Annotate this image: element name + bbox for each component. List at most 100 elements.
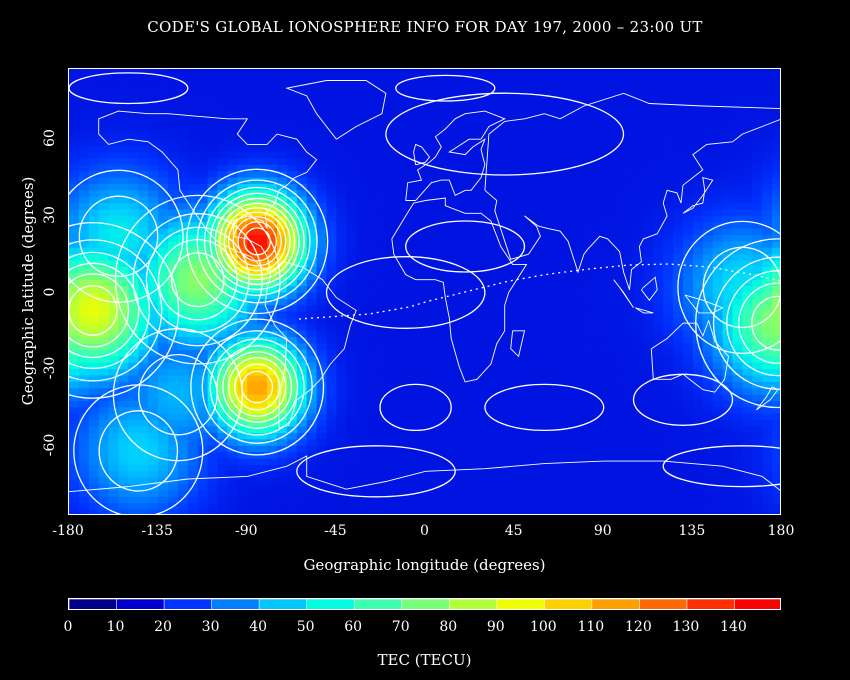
tec-cell xyxy=(534,324,545,332)
tec-cell xyxy=(286,484,298,491)
tec-cell xyxy=(494,120,506,127)
tec-cell xyxy=(504,69,516,76)
tec-cell xyxy=(356,394,367,402)
tec-cell xyxy=(742,439,753,447)
tec-cell xyxy=(653,464,664,472)
tec-cell xyxy=(385,75,397,83)
tec-cell xyxy=(336,503,347,511)
tec-cell xyxy=(108,311,120,319)
tec-cell xyxy=(425,286,436,293)
tec-cell xyxy=(276,292,288,300)
tec-cell xyxy=(524,190,535,198)
tec-cell xyxy=(336,286,347,293)
tec-cell xyxy=(435,152,446,159)
tec-cell xyxy=(375,241,387,249)
tec-cell xyxy=(455,75,466,83)
tec-cell xyxy=(138,203,149,210)
tec-cell xyxy=(187,139,199,147)
tec-cell xyxy=(207,490,219,498)
tec-cell xyxy=(69,369,80,377)
tec-cell xyxy=(574,311,585,319)
tec-cell xyxy=(732,196,743,204)
tec-cell xyxy=(108,356,120,364)
tec-cell xyxy=(692,426,704,434)
tec-cell xyxy=(445,490,456,498)
tec-cell xyxy=(168,177,179,185)
tec-cell xyxy=(128,458,139,466)
tec-cell xyxy=(484,343,496,351)
tec-cell xyxy=(663,209,674,217)
tec-cell xyxy=(465,203,476,210)
tec-cell xyxy=(306,503,318,511)
tec-cell xyxy=(257,177,268,185)
tec-cell xyxy=(514,139,526,147)
tec-cell xyxy=(574,266,585,274)
tec-cell xyxy=(643,215,654,223)
tec-cell xyxy=(475,177,486,185)
tec-cell xyxy=(267,452,278,460)
tec-cell xyxy=(356,247,367,255)
tec-cell xyxy=(633,318,644,325)
tec-cell xyxy=(484,432,496,440)
tec-cell xyxy=(623,145,634,153)
tec-cell xyxy=(712,464,724,472)
tec-cell xyxy=(375,152,387,159)
tec-cell xyxy=(613,407,625,415)
tec-cell xyxy=(772,337,780,345)
tec-cell xyxy=(465,439,476,447)
tec-cell xyxy=(653,145,664,153)
tec-cell xyxy=(445,311,456,319)
tec-cell xyxy=(514,330,526,338)
tec-cell xyxy=(395,413,407,421)
tec-cell xyxy=(484,75,496,83)
tec-cell xyxy=(603,305,615,313)
tec-cell xyxy=(158,107,169,115)
tec-cell xyxy=(772,177,780,185)
tec-cell xyxy=(336,81,347,89)
tec-cell xyxy=(752,477,763,485)
tec-cell xyxy=(455,183,466,191)
tec-cell xyxy=(395,439,407,447)
tec-cell xyxy=(633,190,644,198)
tec-cell xyxy=(257,381,268,389)
tec-cell xyxy=(514,235,526,242)
tec-cell xyxy=(435,203,446,210)
tec-cell xyxy=(168,407,179,415)
tec-cell xyxy=(267,362,278,370)
tec-cell xyxy=(732,279,743,287)
tec-cell xyxy=(306,458,318,466)
tec-cell xyxy=(534,266,545,274)
tec-cell xyxy=(653,432,664,440)
tec-cell xyxy=(712,152,724,159)
tec-cell xyxy=(425,113,436,121)
tec-cell xyxy=(583,413,595,421)
tec-cell xyxy=(544,432,555,440)
tec-cell xyxy=(524,177,535,185)
tec-cell xyxy=(623,362,634,370)
tec-cell xyxy=(742,324,753,332)
tec-cell xyxy=(177,490,189,498)
tec-cell xyxy=(306,113,318,121)
tec-cell xyxy=(108,120,120,127)
tec-cell xyxy=(276,356,288,364)
tec-cell xyxy=(722,215,733,223)
tec-cell xyxy=(207,75,219,83)
tec-cell xyxy=(415,318,426,325)
tec-cell xyxy=(643,177,654,185)
tec-cell xyxy=(385,152,397,159)
tec-cell xyxy=(583,426,595,434)
tec-cell xyxy=(514,337,526,345)
tec-cell xyxy=(613,75,625,83)
tec-cell xyxy=(197,298,209,306)
tec-cell xyxy=(663,145,674,153)
tec-cell xyxy=(455,477,466,485)
tec-cell xyxy=(207,337,219,345)
tec-cell xyxy=(653,222,664,230)
tec-cell xyxy=(276,388,288,396)
tec-cell xyxy=(98,120,110,127)
tec-cell xyxy=(168,158,179,166)
tec-cell xyxy=(494,209,506,217)
tec-cell xyxy=(395,407,407,415)
tec-cell xyxy=(544,100,555,108)
tec-cell xyxy=(722,183,733,191)
